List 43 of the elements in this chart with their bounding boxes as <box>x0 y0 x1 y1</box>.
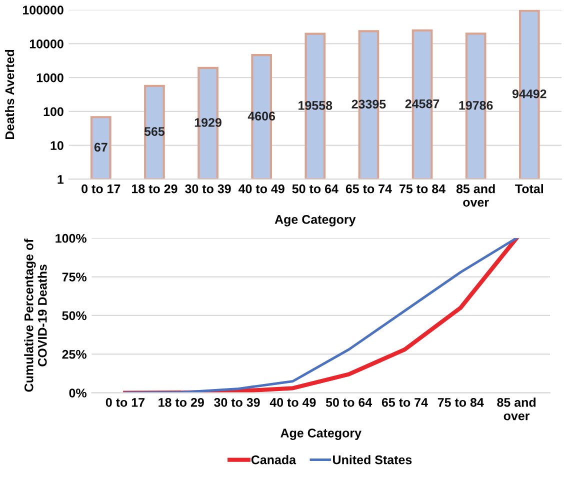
y-tick-label: 50% <box>62 311 86 320</box>
data-label: 4606 <box>248 112 276 121</box>
x-axis-title: Age Category <box>274 215 356 226</box>
x-tick-label: 0 to 17 <box>106 398 144 407</box>
y-axis-title: Deaths Averted <box>4 50 14 140</box>
x-tick-label: 30 to 39 <box>214 398 260 407</box>
y-tick-label: 100000 <box>22 6 64 14</box>
y-tick-label: 75% <box>62 272 86 282</box>
data-label: 1929 <box>194 118 222 127</box>
x-tick-label: 18 to 29 <box>132 184 178 194</box>
y-tick-label: 10000 <box>30 40 64 48</box>
data-label: 19786 <box>459 100 493 110</box>
x-tick-label: 65 to 74 <box>382 398 428 407</box>
y-tick-label: 0% <box>69 388 86 398</box>
y-tick-label: 1000 <box>36 73 64 82</box>
y-tick-label: 100 <box>44 107 64 116</box>
x-tick-label: 30 to 39 <box>185 184 231 194</box>
legend-label: Canada <box>251 455 296 464</box>
y-tick-label: 10 <box>50 141 64 150</box>
x-tick-label: 85 and over <box>456 184 495 207</box>
data-label: 67 <box>94 142 108 152</box>
x-tick-label: 65 to 74 <box>346 184 392 194</box>
data-label: 565 <box>144 127 165 136</box>
x-tick-label: 0 to 17 <box>82 184 120 194</box>
x-tick-label: 50 to 64 <box>326 398 372 407</box>
x-tick-label: 75 to 84 <box>400 184 446 194</box>
x-tick-label: 18 to 29 <box>158 398 204 407</box>
x-axis-title: Age Category <box>280 428 362 440</box>
y-tick-label: 100% <box>56 234 86 243</box>
x-tick-label: 40 to 49 <box>238 184 284 194</box>
x-tick-label: 50 to 64 <box>292 184 338 194</box>
x-tick-label: 40 to 49 <box>270 398 316 407</box>
y-tick-label: 1 <box>58 175 64 184</box>
data-label: 24587 <box>405 99 440 108</box>
x-tick-label: 75 to 84 <box>438 398 484 407</box>
data-label: 94492 <box>512 89 546 98</box>
data-label: 23395 <box>352 100 386 109</box>
y-tick-label: 25% <box>62 350 86 359</box>
x-tick-label: Total <box>515 184 543 194</box>
data-label: 19558 <box>298 101 332 110</box>
y-axis-title: Cumulative Percentage of COVID-19 Deaths <box>24 238 47 392</box>
x-tick-label: 85 and over <box>497 398 536 420</box>
legend-label: United States <box>333 455 412 464</box>
